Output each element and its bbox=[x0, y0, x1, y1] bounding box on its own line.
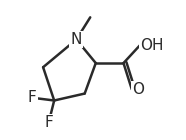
Text: OH: OH bbox=[140, 38, 164, 52]
Text: F: F bbox=[28, 90, 36, 105]
Text: N: N bbox=[71, 32, 82, 47]
Text: F: F bbox=[44, 115, 53, 130]
Text: O: O bbox=[132, 82, 144, 97]
